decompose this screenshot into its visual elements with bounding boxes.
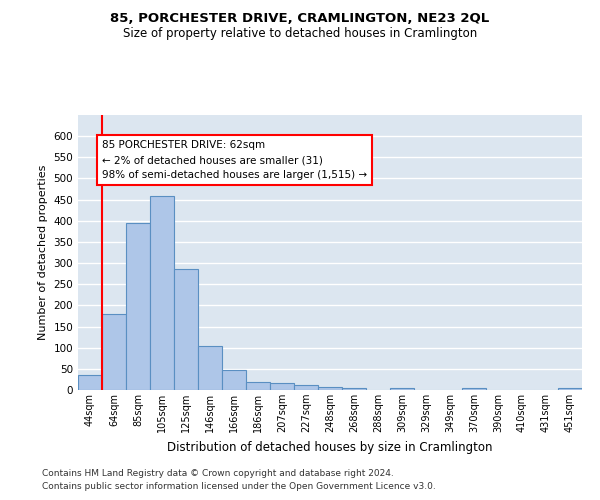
Bar (294, 385, 318, 390)
Text: 85 PORCHESTER DRIVE: 62sqm
← 2% of detached houses are smaller (31)
98% of semi-: 85 PORCHESTER DRIVE: 62sqm ← 2% of detac… (102, 140, 367, 180)
Bar (558, 388, 582, 390)
Bar (318, 386, 342, 390)
Text: Contains public sector information licensed under the Open Government Licence v3: Contains public sector information licen… (42, 482, 436, 491)
Text: Size of property relative to detached houses in Cramlington: Size of property relative to detached ho… (123, 28, 477, 40)
Bar (246, 382, 270, 390)
Y-axis label: Number of detached properties: Number of detached properties (38, 165, 48, 340)
X-axis label: Distribution of detached houses by size in Cramlington: Distribution of detached houses by size … (167, 440, 493, 454)
Bar (126, 223, 150, 390)
Bar (78, 375, 102, 390)
Text: 85, PORCHESTER DRIVE, CRAMLINGTON, NE23 2QL: 85, PORCHESTER DRIVE, CRAMLINGTON, NE23 … (110, 12, 490, 26)
Bar (462, 388, 486, 390)
Bar (390, 388, 414, 390)
Bar (102, 314, 126, 390)
Bar (174, 268, 198, 390)
Bar (342, 388, 366, 390)
Bar (150, 196, 174, 390)
Bar (270, 383, 294, 390)
Text: Contains HM Land Registry data © Crown copyright and database right 2024.: Contains HM Land Registry data © Crown c… (42, 468, 394, 477)
Bar (198, 346, 222, 390)
Bar (222, 370, 246, 390)
